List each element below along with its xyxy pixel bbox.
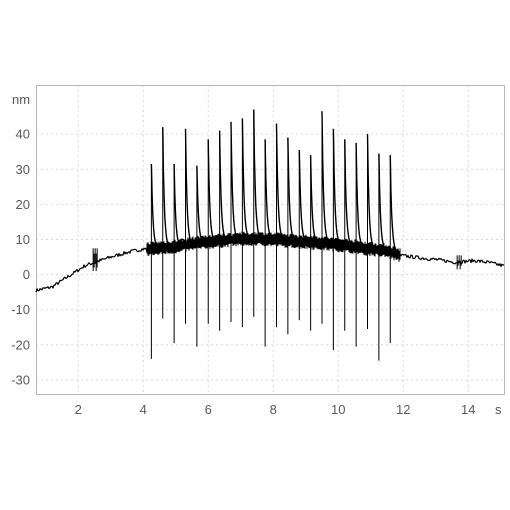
spike-decay bbox=[378, 153, 386, 248]
spike-decay bbox=[344, 139, 352, 244]
y-tick-label: 40 bbox=[16, 127, 30, 142]
spike-decay bbox=[253, 109, 261, 236]
y-tick-label: -10 bbox=[11, 302, 30, 317]
spike-decay bbox=[207, 139, 215, 240]
spike-decay bbox=[173, 163, 181, 245]
y-tick-label: 0 bbox=[23, 267, 30, 282]
spike-decay bbox=[196, 165, 204, 242]
plot-frame bbox=[36, 85, 505, 395]
x-tick-label: 14 bbox=[461, 402, 475, 417]
x-unit-label: s bbox=[495, 402, 502, 417]
x-tick-label: 2 bbox=[75, 402, 82, 417]
spike-decay bbox=[332, 128, 340, 242]
grid-lines bbox=[36, 85, 504, 394]
spike-decay bbox=[241, 118, 249, 236]
spike-decay bbox=[150, 163, 158, 247]
x-tick-label: 10 bbox=[331, 402, 345, 417]
y-unit-label: nm bbox=[12, 92, 30, 107]
y-tick-label: 30 bbox=[16, 162, 30, 177]
spike-decay bbox=[287, 137, 295, 238]
spike-decay bbox=[389, 155, 397, 250]
x-tick-label: 8 bbox=[270, 402, 277, 417]
spike-decay bbox=[309, 155, 317, 241]
spike-decay bbox=[230, 121, 238, 237]
signal-trace bbox=[35, 109, 505, 361]
y-tick-label: -20 bbox=[11, 337, 30, 352]
y-tick-label: -30 bbox=[11, 372, 30, 387]
x-tick-label: 6 bbox=[205, 402, 212, 417]
spike-decay bbox=[264, 139, 272, 237]
x-tick-label: 12 bbox=[396, 402, 410, 417]
spike-decay bbox=[162, 127, 169, 245]
spike-decay bbox=[355, 142, 363, 245]
spike-decay bbox=[366, 134, 374, 246]
spike-decay bbox=[321, 111, 329, 240]
y-tick-label: 20 bbox=[16, 197, 30, 212]
spike-decay bbox=[218, 130, 226, 239]
spike-decay bbox=[298, 149, 306, 240]
spike-decay bbox=[275, 123, 283, 237]
y-tick-label: 10 bbox=[16, 232, 30, 247]
y-tick-labels: -30 -20 -10 0 10 20 30 40 bbox=[11, 127, 30, 388]
x-tick-label: 4 bbox=[140, 402, 147, 417]
spike-decay bbox=[184, 128, 192, 243]
x-tick-labels: 2 4 6 8 10 12 14 bbox=[75, 402, 476, 417]
